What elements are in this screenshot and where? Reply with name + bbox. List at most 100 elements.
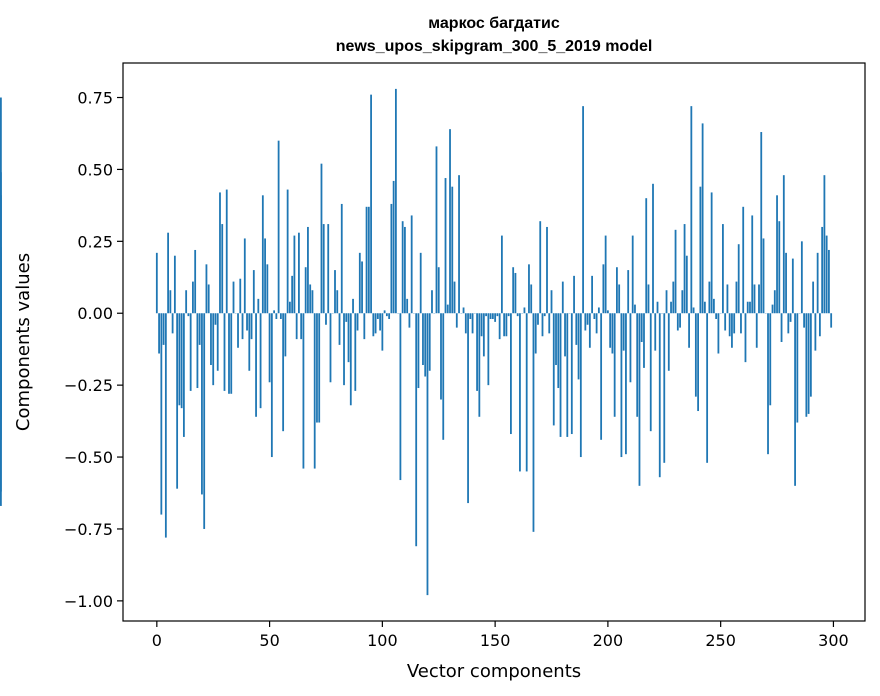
bar-111: [406, 298, 409, 314]
bar-225: [663, 313, 666, 463]
bar-276: [778, 221, 781, 314]
bar-100: [381, 313, 384, 351]
bar-88: [354, 313, 357, 391]
bar-292: [814, 313, 817, 351]
bar-217: [645, 198, 648, 314]
bar-128: [444, 178, 447, 314]
bar-29: [221, 224, 224, 314]
x-axis: 0 50 100 150 200 250 300: [152, 621, 849, 650]
bar-199: [604, 235, 607, 314]
bar-212: [634, 304, 636, 314]
bar-55: [279, 313, 282, 319]
bar-66: [304, 267, 307, 314]
bar-166: [530, 284, 533, 314]
bar-70: [313, 313, 316, 469]
bar-176: [552, 313, 555, 426]
bar-193: [591, 275, 593, 314]
bar-281: [789, 313, 792, 322]
bar-226: [665, 290, 668, 314]
bar-73: [320, 163, 323, 314]
bar-115: [415, 313, 418, 547]
bar-98: [376, 313, 379, 319]
bar-178: [557, 313, 560, 389]
bar-241: [699, 186, 702, 314]
bar-271: [767, 313, 769, 455]
bar-259: [740, 313, 742, 334]
bar-163: [523, 307, 526, 314]
bar-46: [259, 313, 262, 409]
chart-subtitle: news_upos_skipgram_300_5_2019 model: [336, 38, 653, 55]
bar-106: [394, 88, 397, 314]
bar-36: [237, 313, 239, 348]
bar-180: [561, 281, 564, 314]
x-tick-label-150: 150: [480, 631, 511, 650]
bar-211: [631, 235, 634, 314]
bar-54: [277, 140, 280, 314]
x-tick-label-100: 100: [367, 631, 398, 650]
x-tick-label-200: 200: [593, 631, 624, 650]
bar-191: [586, 313, 589, 325]
bar-57: [284, 313, 287, 357]
bar-1: [158, 313, 160, 354]
x-tick-label-0: 0: [152, 631, 162, 650]
bar-171: [541, 313, 544, 337]
bar-170: [539, 221, 542, 314]
bar-185: [573, 275, 575, 314]
y-tick-label-7: 0.75: [77, 89, 113, 108]
bar-79: [334, 270, 336, 314]
bar-139: [469, 313, 472, 319]
bar-290: [809, 313, 812, 397]
bar-75: [325, 313, 327, 325]
bar-209: [627, 270, 630, 314]
bar-38: [241, 313, 244, 340]
bar-6: [169, 290, 172, 314]
bar-2: [160, 313, 163, 515]
bar-247: [712, 298, 715, 314]
bar-298: [828, 249, 830, 314]
x-axis-label: Vector components: [407, 661, 581, 682]
bar-161: [519, 313, 521, 472]
bar-22: [205, 264, 208, 314]
y-axis: −1.00 −0.75 −0.50 −0.25 0.00 0.25 0.50 0.75: [64, 89, 123, 611]
bar-272: [769, 313, 772, 406]
bar-195: [595, 313, 598, 334]
bar-168: [534, 313, 537, 354]
bar-242: [701, 123, 704, 314]
bar-153: [500, 235, 503, 314]
bar-252: [724, 313, 727, 331]
bar-156: [507, 313, 510, 317]
bar-148: [489, 313, 492, 319]
bar-112: [408, 313, 411, 328]
bar-39: [243, 238, 246, 314]
bar-68: [309, 284, 312, 314]
bar-203: [613, 313, 616, 417]
bar-233: [681, 290, 684, 314]
bar-179: [559, 313, 562, 437]
bar-140: [471, 313, 474, 334]
bar-296: [823, 175, 826, 314]
bar-49: [266, 264, 269, 314]
bar-237: [690, 106, 693, 314]
bar-96: [372, 313, 375, 337]
bar-8: [173, 255, 176, 314]
y-tick-label-3: −0.25: [64, 376, 113, 395]
bar-59: [288, 301, 291, 314]
bar-30: [223, 313, 226, 391]
bar-266: [755, 313, 758, 348]
bar-65: [302, 313, 305, 469]
bar-207: [622, 313, 625, 351]
bar-118: [422, 313, 424, 366]
bar-240: [697, 313, 699, 412]
bar-85: [347, 313, 350, 363]
bar-undefined: [0, 313, 2, 403]
bar-251: [722, 224, 724, 314]
bar-222: [656, 301, 659, 314]
bar-61: [293, 235, 296, 314]
bar-25: [212, 313, 215, 386]
bar-154: [503, 313, 506, 337]
bar-204: [616, 267, 618, 314]
bar-110: [404, 226, 406, 314]
bar-40: [246, 313, 248, 331]
bar-125: [437, 267, 440, 314]
